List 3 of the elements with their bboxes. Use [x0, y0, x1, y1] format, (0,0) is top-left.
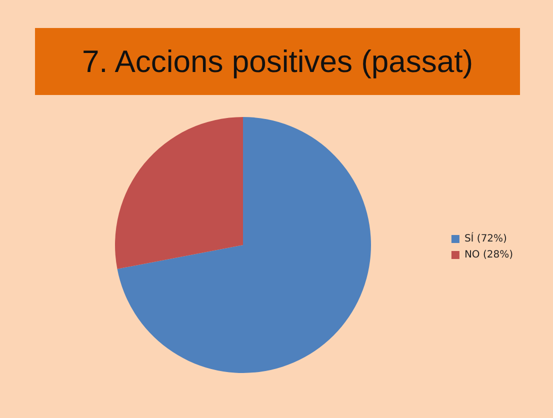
legend-label: SÍ (72%) — [464, 232, 508, 244]
chart-title: 7. Accions positives (passat) — [35, 28, 520, 95]
legend-label: NO (28%) — [464, 250, 514, 260]
